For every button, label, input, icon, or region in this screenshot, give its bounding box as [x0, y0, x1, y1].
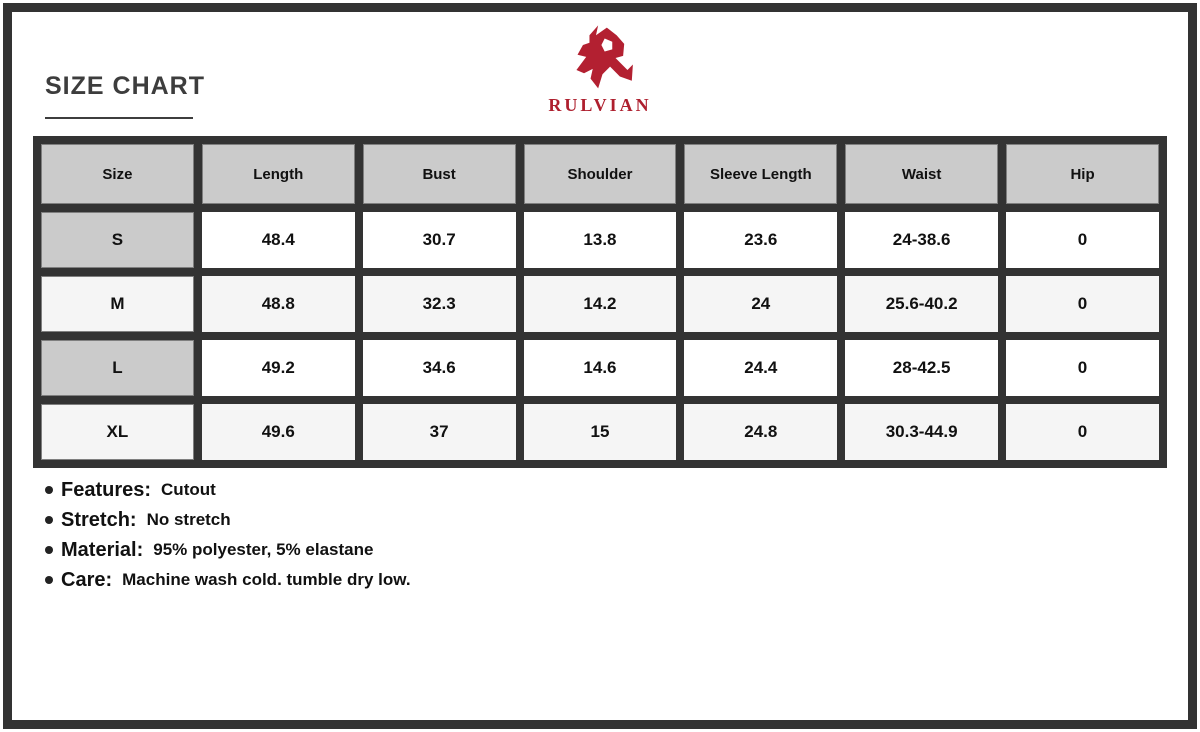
- brand-logo-icon: [576, 25, 633, 89]
- col-header-hip: Hip: [1006, 144, 1159, 204]
- measurement-cell: 25.6-40.2: [845, 276, 999, 332]
- table-row: S 48.4 30.7 13.8 23.6 24-38.6 0: [41, 212, 1159, 268]
- info-label: Care:: [61, 568, 113, 591]
- col-header-shoulder: Shoulder: [523, 144, 677, 204]
- col-header-size: Size: [41, 144, 194, 204]
- outer-frame: SIZE CHART RULVIAN Size Length Bust Shou…: [3, 3, 1197, 729]
- measurement-cell: 24: [684, 276, 838, 332]
- info-value: 95% polyester, 5% elastane: [153, 540, 374, 559]
- col-header-waist: Waist: [845, 144, 999, 204]
- measurement-cell: 15: [523, 404, 677, 460]
- measurement-cell: 49.6: [201, 404, 355, 460]
- measurement-cell: 30.7: [362, 212, 516, 268]
- col-header-bust: Bust: [362, 144, 516, 204]
- measurement-cell: 14.2: [523, 276, 677, 332]
- measurement-cell: 0: [1006, 404, 1159, 460]
- info-label: Features:: [61, 478, 152, 501]
- title-underline: [45, 117, 193, 119]
- info-item-stretch: Stretch: No stretch: [45, 505, 411, 535]
- bullet-icon: [45, 576, 53, 584]
- measurement-cell: 0: [1006, 212, 1159, 268]
- size-cell: M: [41, 276, 194, 332]
- measurement-cell: 30.3-44.9: [845, 404, 999, 460]
- measurement-cell: 24.8: [684, 404, 838, 460]
- info-item-material: Material: 95% polyester, 5% elastane: [45, 535, 411, 565]
- table-row: M 48.8 32.3 14.2 24 25.6-40.2 0: [41, 276, 1159, 332]
- measurement-cell: 14.6: [523, 340, 677, 396]
- measurement-cell: 0: [1006, 340, 1159, 396]
- bullet-icon: [45, 546, 53, 554]
- page-title: SIZE CHART: [45, 72, 205, 100]
- measurement-cell: 24.4: [684, 340, 838, 396]
- table-row: XL 49.6 37 15 24.8 30.3-44.9 0: [41, 404, 1159, 460]
- measurement-cell: 13.8: [523, 212, 677, 268]
- size-cell: XL: [41, 404, 194, 460]
- measurement-cell: 23.6: [684, 212, 838, 268]
- info-value: No stretch: [146, 510, 231, 529]
- measurement-cell: 24-38.6: [845, 212, 999, 268]
- table-row: L 49.2 34.6 14.6 24.4 28-42.5 0: [41, 340, 1159, 396]
- bullet-icon: [45, 516, 53, 524]
- measurement-cell: 28-42.5: [845, 340, 999, 396]
- measurement-cell: 37: [362, 404, 516, 460]
- header-row: Size Length Bust Shoulder Sleeve Length …: [41, 144, 1159, 204]
- brand-logo: RULVIAN: [548, 22, 651, 116]
- product-info-list: Features: Cutout Stretch: No stretch Mat…: [45, 475, 411, 595]
- size-table-body: S 48.4 30.7 13.8 23.6 24-38.6 0 M 48.8 32.3 14.2 24…: [41, 212, 1159, 460]
- bullet-icon: [45, 486, 53, 494]
- info-label: Material:: [61, 538, 144, 561]
- col-header-length: Length: [201, 144, 355, 204]
- brand-name: RULVIAN: [548, 95, 652, 115]
- info-item-care: Care: Machine wash cold. tumble dry low.: [45, 565, 411, 595]
- measurement-cell: 48.8: [201, 276, 355, 332]
- measurement-cell: 0: [1006, 276, 1159, 332]
- info-label: Stretch:: [61, 508, 137, 531]
- info-value: Cutout: [161, 480, 216, 499]
- size-chart-table: Size Length Bust Shoulder Sleeve Length …: [33, 136, 1167, 468]
- size-cell: S: [41, 212, 194, 268]
- measurement-cell: 34.6: [362, 340, 516, 396]
- measurement-cell: 48.4: [201, 212, 355, 268]
- measurement-cell: 32.3: [362, 276, 516, 332]
- info-item-features: Features: Cutout: [45, 475, 411, 505]
- info-value: Machine wash cold. tumble dry low.: [122, 570, 411, 589]
- size-cell: L: [41, 340, 194, 396]
- size-table-header: Size Length Bust Shoulder Sleeve Length …: [41, 144, 1159, 204]
- col-header-sleeve-length: Sleeve Length: [684, 144, 838, 204]
- measurement-cell: 49.2: [201, 340, 355, 396]
